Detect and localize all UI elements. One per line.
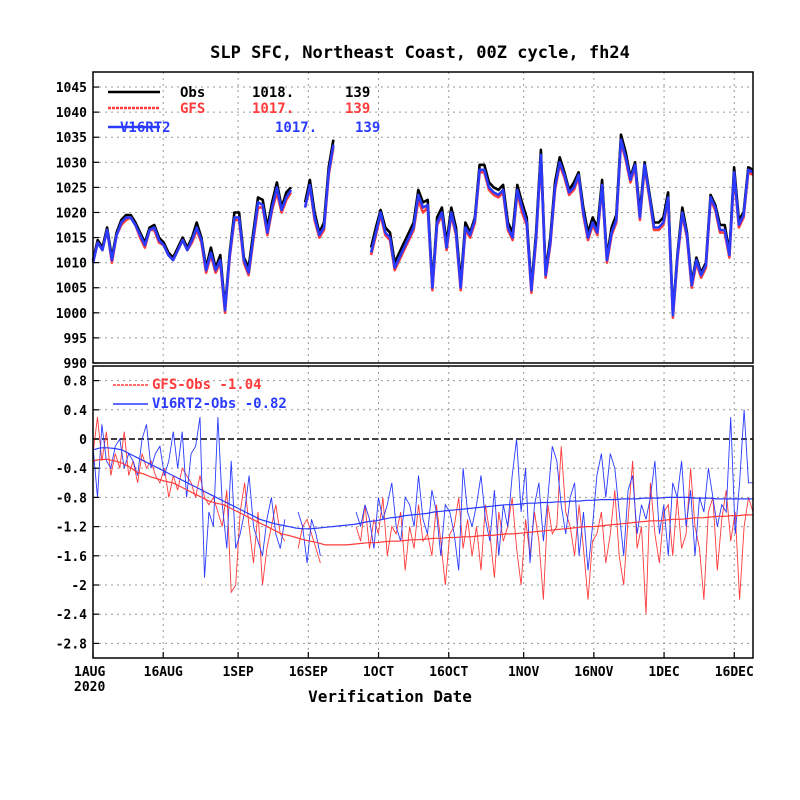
- legend-gfs-count: 139: [345, 101, 370, 117]
- y-tick-label: 1005: [56, 282, 87, 297]
- legend-v16-diff: V16RT2-Obs -0.82: [152, 396, 287, 412]
- y-tick-label: 1030: [56, 156, 87, 171]
- legend-gfs-name: GFS: [180, 101, 205, 117]
- top-panel: 990 995 1000 1005 1010 1015 1020 1025 1030 1035 10…: [56, 71, 754, 372]
- x-tick-label: 1OCT: [363, 665, 394, 680]
- y-tick-label: 1045: [56, 81, 87, 96]
- bottom-panel: -2.8 -2.4 -2 -1.6 -1.2 -0.8 -0.4 0 0.4 0.8 GFS-Ob…: [56, 365, 754, 659]
- x-tick-label: 16AUG: [144, 665, 183, 680]
- y-tick-label: 1015: [56, 232, 87, 247]
- bottom-y-ticks: -2.8 -2.4 -2 -1.6 -1.2 -0.8 -0.4 0 0.4 0.8: [56, 375, 99, 652]
- y-tick-label: 1010: [56, 257, 87, 272]
- bottom-series: [92, 409, 754, 615]
- x-tick-label: 16NOV: [574, 665, 613, 680]
- legend-gfs-diff: GFS-Obs -1.04: [152, 377, 262, 393]
- top-legend: Obs 1018. 139 GFS 1017. 139 V16RT2 1017.…: [108, 85, 380, 136]
- y-tick-label: 0.8: [64, 375, 88, 390]
- chart-title: SLP SFC, Northeast Coast, 00Z cycle, fh2…: [210, 43, 630, 63]
- x-year-label: 2020: [74, 680, 105, 695]
- legend-v16-mean: 1017.: [275, 120, 317, 136]
- y-tick-label: 1035: [56, 131, 87, 146]
- legend-obs-mean: 1018.: [252, 85, 294, 101]
- y-tick-label: -2.4: [56, 608, 87, 623]
- y-tick-label: -0.4: [56, 462, 87, 477]
- legend-v16-name: V16RT2: [120, 120, 171, 136]
- y-tick-label: -1.2: [56, 521, 87, 536]
- y-tick-label: 1025: [56, 181, 87, 196]
- bottom-plot-frame: [92, 365, 754, 659]
- y-tick-label: 0.4: [64, 404, 88, 419]
- y-tick-label: -2: [71, 579, 87, 594]
- x-axis-label: Verification Date: [308, 687, 472, 706]
- x-tick-label: 1SEP: [222, 665, 253, 680]
- top-series: [91, 133, 754, 320]
- x-ticks: 1AUG 16AUG 1SEP 16SEP 1OCT 16OCT 1NOV 16NOV 1DEC…: [74, 652, 754, 680]
- top-y-ticks: 990 995 1000 1005 1010 1015 1020 1025 1030 1035 10…: [56, 81, 99, 372]
- x-tick-label: 1NOV: [508, 665, 539, 680]
- y-tick-label: 1020: [56, 206, 87, 221]
- x-tick-label: 16DEC: [715, 665, 754, 680]
- series-v16-diff-line: [92, 409, 753, 578]
- y-tick-label: 990: [64, 357, 88, 372]
- legend-gfs-mean: 1017.: [252, 101, 294, 117]
- y-tick-label: 995: [64, 332, 87, 347]
- series-gfs-line: [91, 140, 754, 320]
- y-tick-label: 1040: [56, 106, 87, 121]
- y-tick-label: -1.6: [56, 550, 87, 565]
- legend-v16-count: 139: [355, 120, 380, 136]
- x-tick-label: 16OCT: [429, 665, 468, 680]
- series-gfs-running-mean: [92, 458, 753, 546]
- x-tick-label: 1DEC: [648, 665, 679, 680]
- y-tick-label: 0: [79, 433, 87, 448]
- series-v16-line: [91, 138, 754, 317]
- y-tick-label: -2.8: [56, 637, 87, 652]
- y-tick-label: -0.8: [56, 491, 87, 506]
- legend-obs-name: Obs: [180, 85, 205, 101]
- x-tick-label: 1AUG: [74, 665, 105, 680]
- y-tick-label: 1000: [56, 307, 87, 322]
- series-v16-running-mean: [92, 447, 753, 530]
- x-tick-label: 16SEP: [289, 665, 328, 680]
- legend-obs-count: 139: [345, 85, 370, 101]
- top-plot-frame: [92, 71, 754, 364]
- bottom-legend: GFS-Obs -1.04 V16RT2-Obs -0.82: [113, 377, 287, 412]
